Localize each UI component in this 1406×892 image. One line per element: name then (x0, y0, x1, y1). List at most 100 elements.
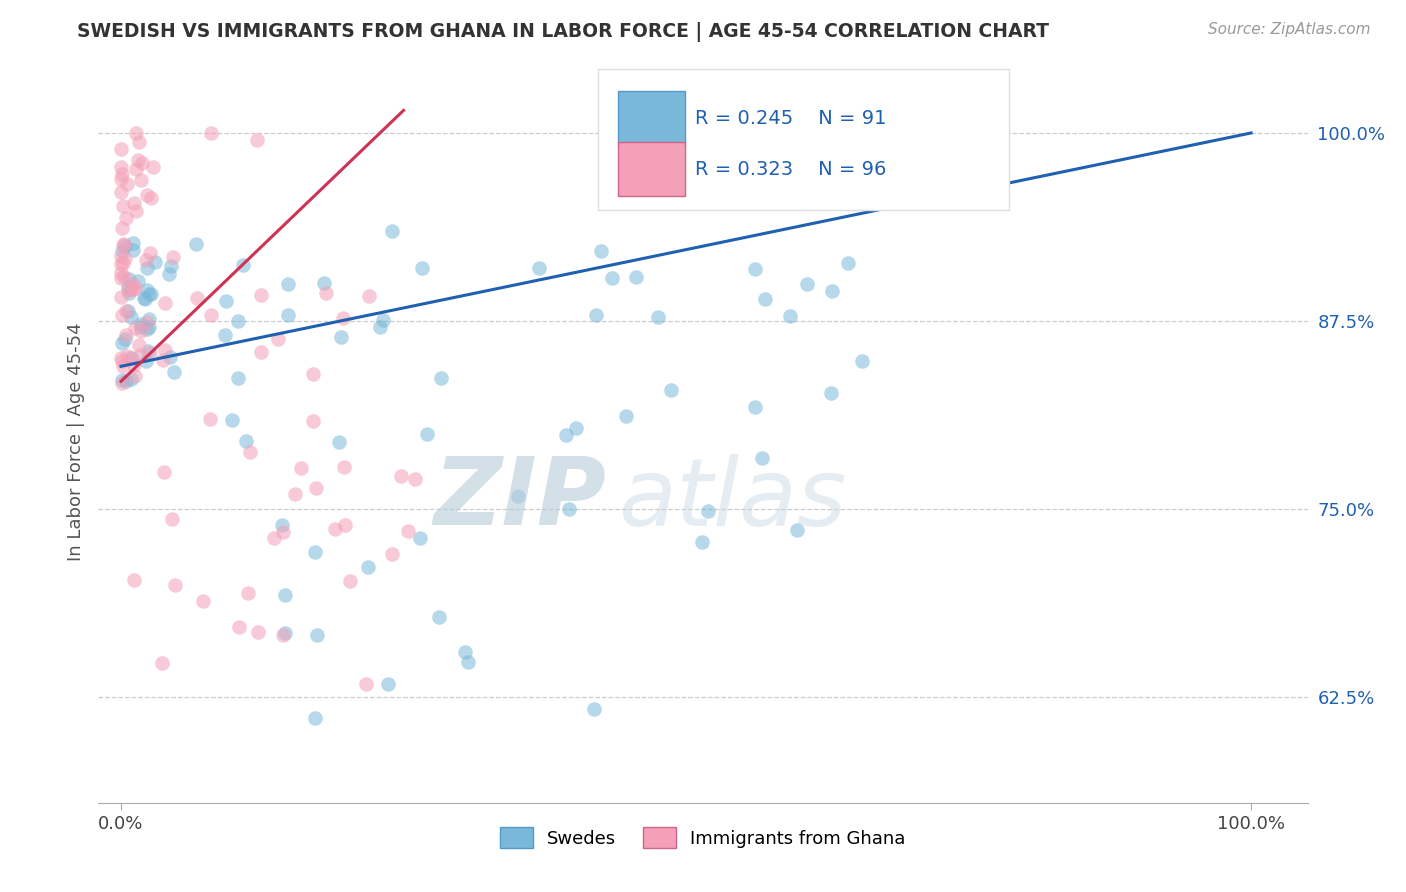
Point (404, 472, 426, 486)
Point (122, 196, 145, 211)
Point (124, 281, 146, 295)
Point (120, 282, 142, 296)
Point (122, 235, 145, 250)
Text: SWEDISH VS IMMIGRANTS FROM GHANA IN LABOR FORCE | AGE 45-54 CORRELATION CHART: SWEDISH VS IMMIGRANTS FROM GHANA IN LABO… (77, 22, 1049, 42)
Point (690, 535, 713, 549)
Point (246, 133, 269, 147)
Point (527, 261, 550, 276)
Point (271, 525, 294, 540)
Point (301, 414, 323, 428)
Point (200, 308, 222, 322)
Point (122, 574, 145, 588)
Point (312, 276, 335, 290)
Point (141, 287, 163, 301)
Point (115, 177, 138, 191)
Point (751, 451, 773, 466)
Point (271, 628, 294, 642)
Point (198, 412, 221, 426)
Point (136, 315, 159, 329)
Point (125, 126, 148, 140)
Point (135, 354, 157, 368)
Point (427, 610, 450, 624)
Point (110, 160, 132, 174)
Point (160, 511, 183, 525)
Point (110, 186, 132, 200)
Point (228, 620, 250, 634)
Point (128, 136, 150, 150)
Point (332, 311, 354, 326)
Point (150, 656, 173, 670)
Point (121, 277, 143, 291)
Point (284, 487, 307, 501)
Point (121, 282, 143, 296)
Point (111, 308, 134, 322)
Point (371, 313, 394, 327)
Point (305, 481, 328, 495)
Point (114, 238, 136, 252)
Point (626, 269, 648, 284)
Point (153, 343, 176, 357)
Point (138, 344, 160, 359)
Point (457, 655, 479, 669)
Point (127, 153, 149, 167)
Point (138, 319, 160, 334)
Point (111, 238, 134, 252)
Point (304, 711, 326, 725)
Point (110, 249, 132, 263)
Point (221, 412, 243, 426)
Text: R = 0.245    N = 91: R = 0.245 N = 91 (695, 109, 886, 128)
Point (136, 188, 159, 202)
Point (138, 287, 160, 301)
Point (614, 409, 637, 423)
Point (235, 434, 257, 449)
Point (139, 191, 162, 205)
Point (114, 304, 136, 318)
Point (114, 332, 136, 346)
Text: R = 0.323    N = 96: R = 0.323 N = 96 (695, 160, 886, 178)
Point (160, 259, 183, 273)
Point (129, 325, 152, 339)
Point (110, 172, 132, 186)
Point (555, 428, 578, 442)
Point (820, 386, 842, 401)
Point (565, 420, 588, 434)
Point (416, 426, 439, 441)
Point (214, 327, 236, 342)
Point (697, 504, 720, 518)
Point (112, 237, 135, 252)
Point (110, 257, 132, 271)
Point (232, 258, 254, 272)
FancyBboxPatch shape (619, 91, 685, 145)
Point (118, 351, 141, 366)
Text: Source: ZipAtlas.com: Source: ZipAtlas.com (1208, 22, 1371, 37)
Point (277, 277, 299, 291)
Point (138, 346, 160, 360)
Point (228, 371, 250, 385)
Point (558, 502, 581, 516)
Point (129, 172, 152, 186)
Point (389, 468, 412, 483)
Point (585, 308, 607, 322)
Point (129, 348, 152, 362)
Point (118, 286, 141, 301)
Point (377, 677, 399, 691)
Point (111, 167, 134, 181)
Point (600, 271, 623, 285)
Point (152, 352, 174, 367)
Text: atlas: atlas (619, 454, 846, 545)
Point (138, 246, 160, 260)
Point (120, 310, 142, 324)
Point (136, 322, 159, 336)
Point (193, 594, 215, 608)
Point (837, 255, 859, 269)
Point (239, 445, 262, 459)
Point (112, 359, 135, 373)
Point (186, 291, 208, 305)
Point (186, 237, 208, 252)
Point (754, 292, 776, 306)
Legend: Swedes, Immigrants from Ghana: Swedes, Immigrants from Ghana (494, 820, 912, 855)
Point (330, 330, 353, 344)
Point (124, 203, 146, 218)
Point (357, 560, 380, 574)
Point (305, 627, 328, 641)
